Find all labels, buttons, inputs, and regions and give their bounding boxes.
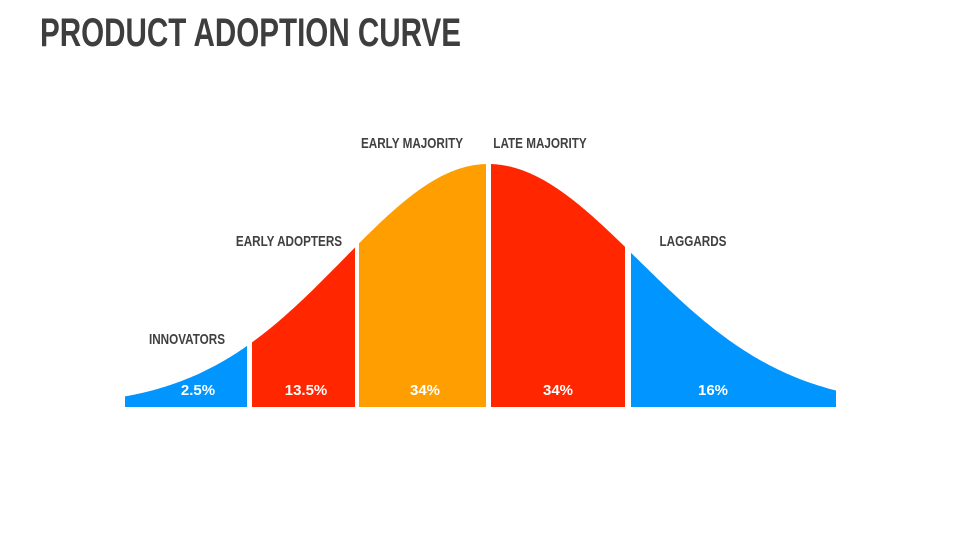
segment-value-laggards: 16% [697, 382, 729, 399]
segment-label-early-adopters: EARLY ADOPTERS [235, 233, 343, 250]
segment-value-innovators: 2.5% [180, 382, 216, 399]
segment-label-innovators: INNOVATORS [148, 331, 226, 348]
segment-label-laggards: LAGGARDS [659, 233, 727, 250]
curve-segment-early-adopters [252, 247, 355, 407]
slide-title: PRODUCT ADOPTION CURVE [40, 11, 462, 55]
curve-segment-early-majority [359, 164, 486, 407]
segment-value-late-majority: 34% [542, 382, 574, 399]
segment-value-early-adopters: 13.5% [284, 382, 328, 399]
curve-segment-late-majority [491, 164, 625, 407]
segment-label-early-majority: EARLY MAJORITY [360, 135, 464, 152]
curve-segment-innovators [125, 345, 247, 407]
curve-segment-laggards [631, 252, 836, 407]
segment-value-early-majority: 34% [409, 382, 441, 399]
segment-label-late-majority: LATE MAJORITY [493, 135, 587, 152]
